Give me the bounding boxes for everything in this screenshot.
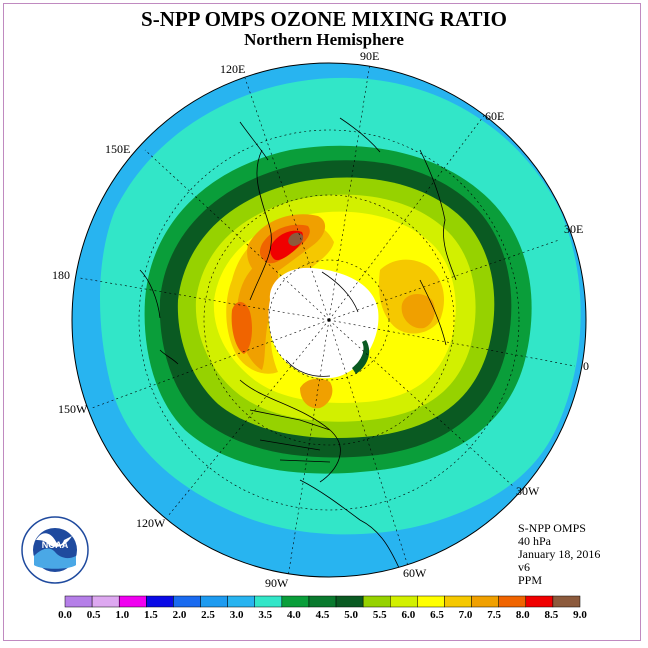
colorbar-tick-label: 8.5 <box>545 609 559 621</box>
colorbar-swatch <box>417 595 445 608</box>
info-units: PPM <box>518 573 543 587</box>
colorbar-swatch <box>173 595 201 608</box>
lon-label-30w: 30W <box>516 484 540 498</box>
info-version: v6 <box>518 560 530 574</box>
polar-data-gap <box>268 267 379 379</box>
colorbar-swatch <box>91 595 120 608</box>
colorbar-swatch <box>552 595 581 608</box>
lon-label-60w: 60W <box>403 566 427 580</box>
info-date: January 18, 2016 <box>518 547 601 561</box>
colorbar-swatch <box>335 595 364 608</box>
colorbar-tick-label: 0.5 <box>87 609 101 621</box>
colorbar-tick-label: 2.5 <box>201 609 215 621</box>
noaa-logo: NOAA <box>21 516 89 584</box>
band-gap-edge <box>352 340 370 374</box>
colorbar-swatch <box>308 595 337 608</box>
colorbar-tick-label: 7.5 <box>487 609 501 621</box>
info-instrument: S-NPP OMPS <box>518 521 586 535</box>
map-title: S-NPP OMPS OZONE MIXING RATIO <box>141 7 507 31</box>
lon-label-90w: 90W <box>265 576 289 590</box>
colorbar-tick-label: 1.5 <box>144 609 158 621</box>
lon-label-60e: 60E <box>485 109 504 123</box>
lon-label-120w: 120W <box>136 516 166 530</box>
lon-label-150e: 150E <box>105 142 130 156</box>
globe-outline <box>71 62 587 578</box>
colorbar-swatch <box>227 595 255 608</box>
band-7.0-south <box>300 378 333 409</box>
lon-label-150w: 150W <box>58 402 88 416</box>
colorbar-tick-label: 4.5 <box>316 609 330 621</box>
colorbar-tick-label: 9.0 <box>573 609 587 621</box>
info-block: S-NPP OMPS 40 hPa January 18, 2016 v6 PP… <box>518 522 600 587</box>
colorbar-swatch <box>525 595 554 608</box>
colorbar-swatch <box>390 595 418 608</box>
band-7.0-east <box>401 294 435 329</box>
graticule-meridians <box>79 63 576 577</box>
colorbar-tick-label: 1.0 <box>115 609 129 621</box>
colorbar-swatch <box>498 595 527 608</box>
lon-label-30e: 30E <box>564 222 583 236</box>
longitude-labels: 90E 60E 30E 0 30W 60W 90W 120W 150W 180 … <box>52 49 589 590</box>
colorbar-tick-label: 5.0 <box>344 609 358 621</box>
colorbar-tick-label: 6.5 <box>430 609 444 621</box>
coastlines <box>139 117 457 571</box>
colorbar-tick-label: 6.0 <box>401 609 415 621</box>
colorbar <box>64 595 581 608</box>
colorbar-swatch <box>118 595 147 608</box>
band-7.5-west <box>231 301 252 354</box>
colorbar-swatch <box>200 595 228 608</box>
colorbar-swatch <box>281 595 310 608</box>
colorbar-tick-label: 2.0 <box>173 609 187 621</box>
lon-label-0: 0 <box>583 359 589 373</box>
colorbar-swatch <box>254 595 283 608</box>
info-pressure: 40 hPa <box>518 534 551 548</box>
colorbar-tick-label: 0.0 <box>58 609 72 621</box>
map-subtitle: Northern Hemisphere <box>244 30 404 49</box>
noaa-logo-text: NOAA <box>42 540 69 550</box>
colorbar-tick-label: 7.0 <box>459 609 473 621</box>
lon-label-90e: 90E <box>360 49 379 63</box>
graticule-parallels <box>138 129 520 511</box>
colorbar-swatch <box>64 595 93 608</box>
colorbar-swatch <box>471 595 499 608</box>
lon-label-180: 180 <box>52 268 70 282</box>
colorbar-tick-label: 3.5 <box>258 609 272 621</box>
figure-frame <box>3 3 641 641</box>
colorbar-labels: 0.0 0.5 1.0 1.5 2.0 2.5 3.0 3.5 4.0 4.5 5.0 5.5 6.0 6… <box>58 609 587 621</box>
band-8.5-max <box>288 232 304 246</box>
colorbar-swatch <box>146 595 174 608</box>
lon-label-120e: 120E <box>220 62 245 76</box>
colorbar-swatch <box>444 595 472 608</box>
ozone-field <box>72 63 586 577</box>
colorbar-swatch <box>362 595 391 608</box>
colorbar-tick-label: 8.0 <box>516 609 530 621</box>
colorbar-tick-label: 5.5 <box>373 609 387 621</box>
colorbar-tick-label: 4.0 <box>287 609 301 621</box>
colorbar-tick-label: 3.0 <box>230 609 244 621</box>
